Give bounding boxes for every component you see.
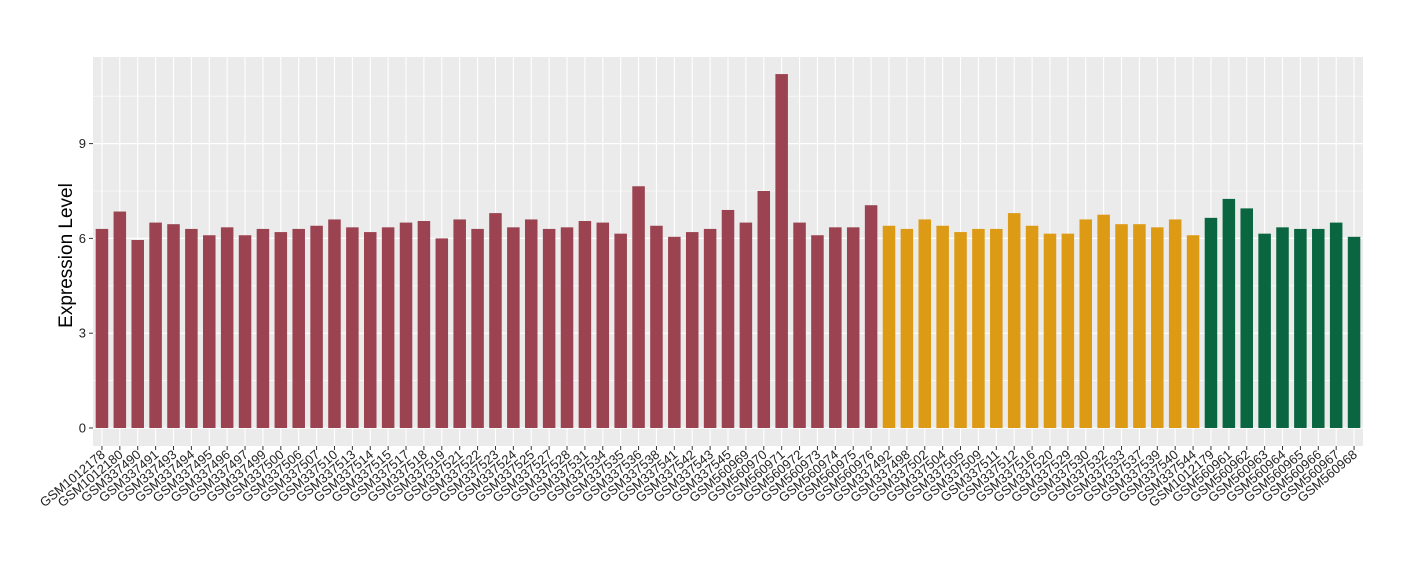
bar-GSM337505 — [954, 232, 967, 428]
bar-GSM1012180 — [113, 211, 127, 428]
bar-GSM560964 — [1276, 227, 1289, 428]
bar-GSM337506 — [292, 228, 305, 428]
bar-GSM560965 — [1294, 228, 1307, 428]
bar-GSM337532 — [1097, 214, 1110, 428]
bars — [95, 74, 1361, 428]
bar-GSM337504 — [936, 225, 949, 428]
bar-GSM337545 — [721, 209, 735, 428]
bar-GSM337512 — [1007, 213, 1021, 428]
bar-GSM337524 — [507, 227, 520, 428]
bar-GSM337507 — [310, 225, 323, 428]
bar-GSM337493 — [167, 224, 180, 428]
bar-GSM337534 — [596, 222, 610, 428]
bar-GSM337510 — [328, 219, 341, 428]
bar-GSM337536 — [632, 186, 645, 428]
bar-GSM337531 — [578, 221, 592, 428]
bar-GSM337491 — [149, 222, 162, 428]
bar-GSM337523 — [489, 213, 502, 428]
bar-GSM560976 — [864, 205, 878, 428]
bar-GSM560970 — [757, 191, 771, 428]
bar-GSM337490 — [131, 239, 144, 428]
y-tick-label: 0 — [79, 421, 86, 436]
bar-GSM337519 — [435, 238, 449, 428]
bar-GSM337538 — [650, 225, 663, 428]
y-axis: 0 3 6 9 — [79, 136, 93, 436]
y-tick-label: 9 — [79, 136, 86, 151]
x-axis: GSM1012178GSM1012180GSM337490GSM337491GS… — [37, 446, 1360, 510]
bar-GSM560963 — [1258, 233, 1271, 428]
bar-GSM337515 — [381, 227, 395, 428]
bar-GSM337533 — [1115, 224, 1128, 428]
bar-GSM337492 — [882, 225, 896, 428]
bar-GSM337511 — [990, 228, 1003, 428]
bar-GSM337543 — [703, 228, 717, 428]
bar-GSM337537 — [1133, 224, 1146, 428]
bar-GSM337527 — [542, 228, 556, 428]
bar-GSM337497 — [238, 235, 252, 428]
bar-GSM337495 — [203, 235, 216, 428]
bar-GSM337529 — [1061, 233, 1075, 428]
bar-GSM560968 — [1347, 236, 1361, 428]
bar-GSM337544 — [1186, 235, 1200, 428]
bar-GSM560972 — [793, 222, 806, 428]
bar-GSM337540 — [1168, 219, 1182, 428]
bar-GSM337499 — [256, 228, 270, 428]
bar-GSM337517 — [399, 222, 413, 428]
bar-GSM337520 — [1043, 233, 1057, 428]
bar-GSM337502 — [918, 219, 932, 428]
bar-GSM560961 — [1222, 198, 1236, 428]
y-tick-label: 6 — [79, 231, 86, 246]
bar-GSM337525 — [524, 219, 538, 428]
bar-GSM337509 — [972, 228, 985, 428]
bar-GSM337518 — [417, 221, 431, 428]
bar-GSM337530 — [1079, 219, 1093, 428]
bar-GSM337539 — [1151, 227, 1164, 428]
bar-GSM337500 — [274, 232, 288, 428]
bar-GSM560969 — [739, 222, 753, 428]
y-axis-title: Expression Level — [56, 183, 77, 328]
bar-GSM337494 — [185, 228, 198, 428]
bar-GSM337514 — [363, 232, 377, 428]
bar-GSM337522 — [471, 228, 484, 428]
bar-GSM1012178 — [95, 228, 109, 428]
bar-GSM560966 — [1312, 228, 1325, 428]
bar-GSM337542 — [685, 232, 699, 428]
bar-GSM337541 — [668, 236, 681, 428]
bar-GSM337496 — [220, 227, 234, 428]
y-tick-label: 3 — [79, 326, 86, 341]
bar-GSM337513 — [346, 227, 359, 428]
bar-GSM560962 — [1240, 208, 1253, 428]
bar-GSM337521 — [453, 219, 466, 428]
bar-GSM560973 — [811, 235, 824, 428]
bar-GSM337535 — [614, 233, 627, 428]
bar-GSM560974 — [829, 227, 842, 428]
bar-GSM560967 — [1329, 222, 1343, 428]
bar-GSM337516 — [1025, 225, 1039, 428]
bar-GSM560975 — [846, 227, 860, 428]
bar-GSM337498 — [900, 228, 914, 428]
bar-GSM1012179 — [1204, 217, 1218, 428]
bar-GSM560971 — [775, 74, 788, 428]
bar-GSM337528 — [560, 227, 574, 428]
